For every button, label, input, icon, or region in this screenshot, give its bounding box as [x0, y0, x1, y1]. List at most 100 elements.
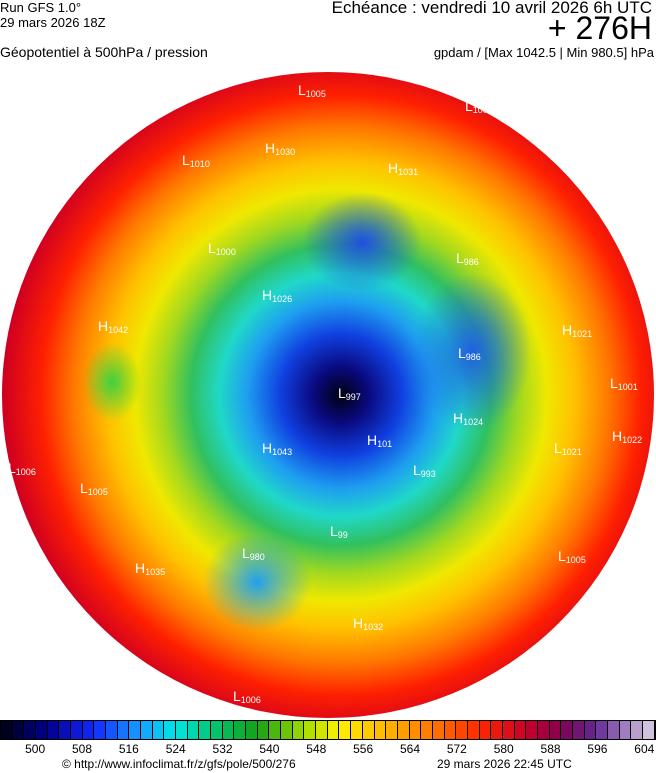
low-pressure-label: L986 [456, 250, 479, 267]
low-pressure-label: L997 [338, 385, 361, 402]
colorbar-swatch [362, 721, 375, 739]
colorbar-swatch [222, 721, 235, 739]
colorbar-swatch [141, 721, 153, 739]
colorbar-tick-label: 540 [259, 742, 280, 756]
colorbar-swatch [327, 721, 340, 739]
colorbar-swatch [502, 721, 515, 739]
colorbar-swatch [152, 721, 165, 739]
colorbar-swatch [374, 721, 387, 739]
colorbar-tick-label: 500 [25, 742, 46, 756]
colorbar-tick-label: 604 [634, 742, 655, 756]
colorbar-tick-label: 580 [493, 742, 514, 756]
high-pressure-label: H1031 [388, 160, 419, 177]
colorbar-swatch [584, 721, 597, 739]
forecast-offset: + 276H [547, 10, 652, 46]
high-pressure-label: H1030 [265, 140, 296, 157]
low-pressure-label: L1005 [80, 480, 108, 497]
parameter-title: Géopotentiel à 500hPa / pression [0, 44, 208, 60]
low-pressure-label: L1001 [610, 375, 638, 392]
colorbar-swatch [631, 721, 643, 739]
high-pressure-label: H1022 [612, 428, 643, 445]
colorbar-swatch [59, 721, 72, 739]
colorbar-tick-label: 588 [540, 742, 561, 756]
colorbar-tick-label: 532 [212, 742, 233, 756]
high-pressure-label: H1026 [262, 287, 293, 304]
high-pressure-label: H1042 [98, 318, 129, 335]
colorbar-swatch [71, 721, 83, 739]
colorbar-swatch [526, 721, 538, 739]
colorbar-swatch [94, 721, 107, 739]
colorbar-swatch [117, 721, 130, 739]
colorbar-swatch [269, 721, 282, 739]
low-pressure-label: L1005 [558, 548, 586, 565]
colorbar-tick-label: 564 [399, 742, 421, 756]
low-pressure-label: L986 [458, 345, 481, 362]
colorbar [0, 720, 656, 740]
low-pressure-label: L980 [242, 545, 265, 562]
low-pressure-label: L993 [413, 462, 436, 479]
colorbar-swatch [106, 721, 118, 739]
source-link[interactable]: © http://www.infoclimat.fr/z/gfs/pole/50… [62, 757, 296, 771]
colorbar-swatch [164, 721, 177, 739]
low-pressure-label: L100 [465, 98, 488, 115]
colorbar-swatch [176, 721, 188, 739]
colorbar-tick-label: 524 [165, 742, 186, 756]
colorbar-swatch [12, 721, 25, 739]
low-pressure-label: L1021 [554, 440, 582, 457]
colorbar-swatch [549, 721, 562, 739]
colorbar-swatch [129, 721, 142, 739]
colorbar-swatch [47, 721, 60, 739]
colorbar-swatch [304, 721, 317, 739]
colorbar-swatch [1, 721, 13, 739]
colorbar-swatch [36, 721, 48, 739]
low-pressure-label: L1005 [298, 82, 326, 99]
run-label: Run GFS 1.0° [0, 0, 82, 15]
colorbar-swatch [339, 721, 352, 739]
high-pressure-label: H1043 [262, 440, 293, 457]
colorbar-tick-label: 516 [118, 742, 139, 756]
colorbar-swatch [444, 721, 457, 739]
polar-map [2, 72, 654, 718]
high-pressure-label: H1024 [453, 410, 484, 427]
colorbar-tick-label: 556 [353, 742, 374, 756]
high-pressure-label: H101 [367, 432, 393, 449]
colorbar-swatch [491, 721, 503, 739]
colorbar-swatch [246, 721, 258, 739]
colorbar-swatch [537, 721, 550, 739]
colorbar-swatch [607, 721, 620, 739]
colorbar-swatch [456, 721, 468, 739]
colorbar-swatch [351, 721, 363, 739]
colorbar-swatch [619, 721, 632, 739]
generated-time: 29 mars 2026 22:45 UTC [437, 757, 572, 771]
high-pressure-label: H1035 [135, 560, 166, 577]
echeance: Echéance : vendredi 10 avril 2026 6h UTC [331, 0, 652, 17]
units-range: gpdam / [Max 1042.5 | Min 980.5] hPa [433, 45, 654, 60]
colorbar-swatch [596, 721, 608, 739]
colorbar-swatch [24, 721, 37, 739]
colorbar-swatch [561, 721, 573, 739]
colorbar-swatch [292, 721, 305, 739]
colorbar-tick-label: 508 [71, 742, 93, 756]
colorbar-swatch [281, 721, 293, 739]
colorbar-swatch [199, 721, 212, 739]
low-pressure-label: L1010 [182, 152, 210, 169]
run-date: 29 mars 2026 18Z [0, 15, 106, 30]
colorbar-swatch [187, 721, 200, 739]
colorbar-swatch [572, 721, 585, 739]
colorbar-tick-label: 572 [446, 742, 467, 756]
colorbar-tick-label: 548 [306, 742, 327, 756]
colorbar-swatch [479, 721, 492, 739]
colorbar-swatch [514, 721, 527, 739]
colorbar-swatch [257, 721, 270, 739]
low-pressure-label: L1006 [233, 688, 261, 705]
colorbar-swatch [409, 721, 422, 739]
colorbar-swatch [211, 721, 223, 739]
low-pressure-label: L1006 [8, 460, 36, 477]
colorbar-tick-label: 596 [587, 742, 608, 756]
colorbar-swatch [316, 721, 328, 739]
colorbar-swatch [234, 721, 247, 739]
colorbar-swatch [397, 721, 410, 739]
colorbar-swatch [386, 721, 398, 739]
high-pressure-label: H1021 [562, 322, 593, 339]
colorbar-swatch [642, 721, 655, 739]
